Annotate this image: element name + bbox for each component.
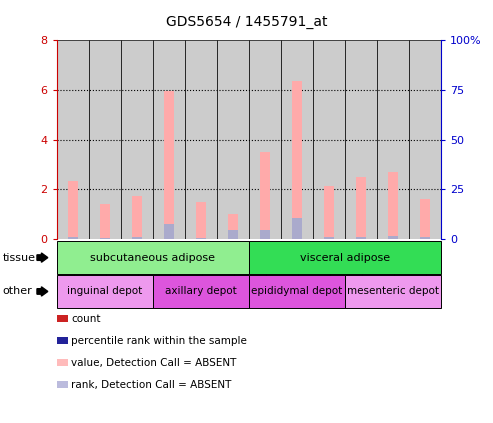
Bar [228,230,238,239]
Bar [324,186,334,239]
Bar [68,237,77,239]
Bar [356,237,366,239]
Text: axillary depot: axillary depot [165,286,237,297]
Bar [409,40,441,239]
Bar [57,40,89,239]
Bar [388,172,398,239]
Bar [164,91,174,239]
Bar [292,218,302,239]
Bar [249,40,281,239]
Bar [421,199,430,239]
Bar [324,236,334,239]
Bar [228,214,238,239]
Bar [89,40,121,239]
Text: inguinal depot: inguinal depot [67,286,142,297]
Text: visceral adipose: visceral adipose [300,253,390,263]
Text: mesenteric depot: mesenteric depot [347,286,439,297]
Bar [260,152,270,239]
Bar [345,40,377,239]
Text: tissue: tissue [2,253,35,263]
Bar [100,204,109,239]
Bar [377,40,409,239]
Bar [313,40,345,239]
Bar [132,236,141,239]
Bar [132,195,141,239]
Text: other: other [2,286,32,297]
Bar [421,237,430,239]
Text: GDS5654 / 1455791_at: GDS5654 / 1455791_at [166,15,327,29]
Bar [196,202,206,239]
Bar [121,40,153,239]
Bar [388,236,398,239]
Text: epididymal depot: epididymal depot [251,286,343,297]
Bar [196,237,206,239]
Text: percentile rank within the sample: percentile rank within the sample [71,335,247,346]
Bar [153,40,185,239]
Text: count: count [71,313,101,324]
Text: value, Detection Call = ABSENT: value, Detection Call = ABSENT [71,357,237,368]
Bar [260,230,270,239]
Text: rank, Detection Call = ABSENT: rank, Detection Call = ABSENT [71,379,232,390]
Bar [281,40,313,239]
Bar [356,177,366,239]
Bar [100,237,109,239]
Bar [292,81,302,239]
Bar [68,181,77,239]
Bar [164,224,174,239]
Bar [185,40,217,239]
Text: subcutaneous adipose: subcutaneous adipose [90,253,215,263]
Bar [217,40,249,239]
